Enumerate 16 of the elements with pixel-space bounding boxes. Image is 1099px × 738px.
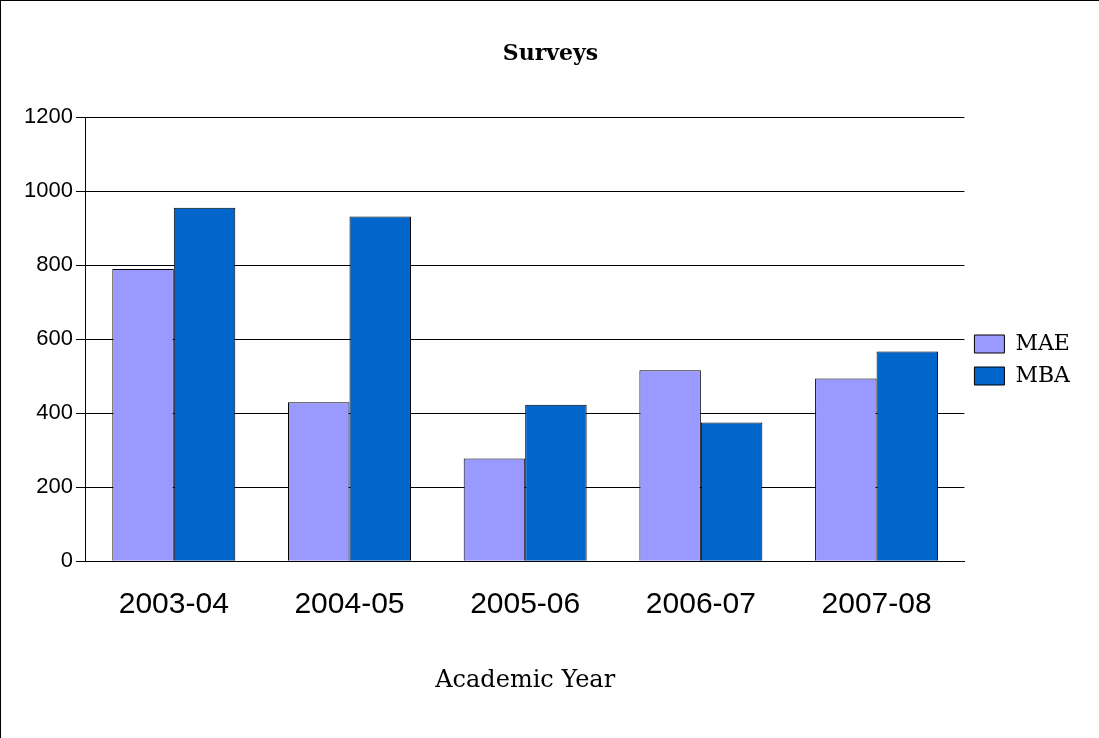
legend-label: MAE — [1015, 329, 1070, 355]
chart-title: Surveys — [502, 38, 599, 65]
y-tick-label: 600 — [36, 325, 73, 351]
y-tick-label: 1200 — [23, 103, 73, 129]
y-tick-label: 400 — [36, 399, 73, 425]
legend-label: MBA — [1015, 361, 1072, 387]
x-tick-label: 2003-04 — [118, 586, 229, 620]
x-tick-label: 2007-08 — [821, 586, 932, 620]
y-tick-label: 200 — [36, 473, 73, 499]
x-tick-label: 2004-05 — [294, 586, 405, 620]
y-tick-label: 1000 — [23, 177, 73, 203]
y-tick-label: 0 — [60, 547, 73, 573]
x-tick-label: 2006-07 — [645, 586, 756, 620]
y-tick-label: 800 — [36, 251, 73, 277]
x-axis-title: Academic Year — [434, 664, 616, 693]
x-tick-label: 2005-06 — [470, 586, 581, 620]
